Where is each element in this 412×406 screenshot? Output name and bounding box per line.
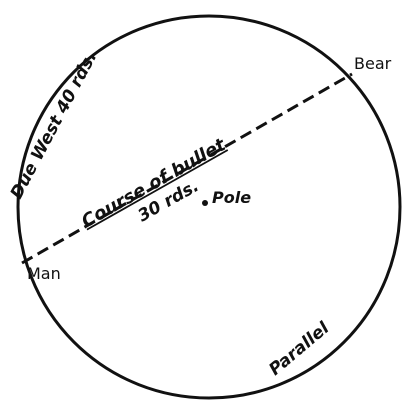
pole-point [202,200,208,206]
pole-label: Pole [212,188,251,207]
parallel-label: Parallel [265,318,334,380]
bullet-course-line [21,72,353,265]
bear-label: Bear [354,54,392,73]
man-label: Man [27,264,61,283]
parallel-circle [16,14,402,400]
due-west-label: Due West 40 rds. [7,48,102,202]
